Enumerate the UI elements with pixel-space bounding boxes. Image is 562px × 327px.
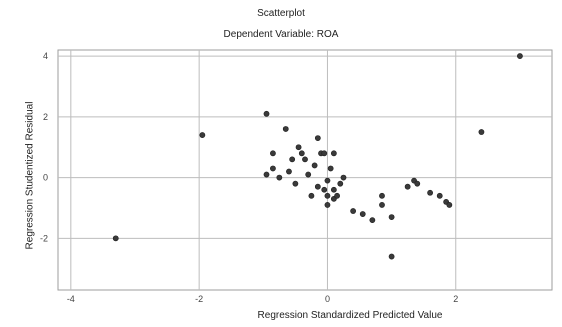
scatter-point [436, 192, 443, 199]
scatter-point [112, 235, 119, 242]
y-axis-label: Regression Studentized Residual [24, 101, 36, 250]
scatter-point [446, 202, 453, 208]
scatter-point [321, 150, 328, 157]
scatter-point [314, 135, 321, 142]
scatter-point [414, 180, 421, 187]
scatter-point [282, 126, 289, 132]
scatter-point [388, 214, 395, 220]
chart-subtitle: Dependent Variable: ROA [223, 29, 339, 40]
scatter-point [311, 162, 318, 169]
scatter-point [286, 168, 292, 175]
plot-frame [57, 49, 553, 291]
scatter-point [369, 217, 376, 224]
scatter-point [270, 165, 276, 172]
scatter-point [292, 180, 299, 187]
x-axis-label: Regression Standardized Predicted Value [257, 310, 443, 321]
scatter-point [324, 202, 331, 208]
scatter-point [302, 156, 308, 163]
x-tick-label: 2 [453, 294, 458, 304]
scatter-point [263, 110, 270, 117]
scatter-point [337, 180, 344, 187]
scatter-point [276, 174, 283, 181]
scatter-point [324, 177, 331, 184]
y-tick-label: 4 [43, 51, 48, 61]
scatter-point [379, 192, 385, 199]
scatter-point [478, 129, 485, 135]
scatter-point [330, 186, 337, 193]
scatter-point [308, 192, 315, 199]
scatter-point [427, 189, 434, 196]
scatter-point [263, 171, 270, 178]
scatter-point [330, 150, 337, 157]
scatter-point [321, 186, 328, 193]
scatter-point [350, 208, 357, 214]
x-tick-label: 0 [325, 294, 330, 304]
scatter-point [324, 192, 331, 199]
scatter-point [340, 174, 347, 181]
scatter-point [314, 183, 321, 190]
x-tick-label: -4 [67, 294, 75, 304]
scatter-point [305, 171, 312, 178]
scatter-point [517, 53, 523, 59]
chart-title: Scatterplot [257, 8, 305, 19]
scatter-point [404, 183, 411, 190]
y-tick-label: 0 [43, 173, 48, 183]
scatter-point [379, 202, 385, 208]
scatter-point [298, 150, 305, 157]
y-tick-label: 2 [43, 112, 48, 122]
y-tick-label: -2 [40, 233, 48, 243]
scatter-point [199, 132, 206, 138]
x-tick-label: -2 [195, 294, 203, 304]
scatter-point [289, 156, 296, 163]
scatter-point [359, 211, 366, 217]
scatter-point [295, 144, 302, 151]
scatter-point [334, 192, 340, 199]
scatter-point [270, 150, 276, 157]
scatter-point [327, 165, 334, 172]
scatter-point [388, 253, 395, 260]
